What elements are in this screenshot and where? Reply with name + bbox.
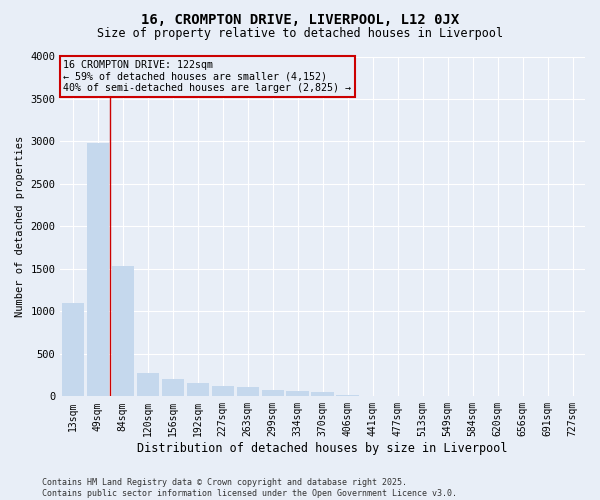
Text: 16, CROMPTON DRIVE, LIVERPOOL, L12 0JX: 16, CROMPTON DRIVE, LIVERPOOL, L12 0JX <box>141 12 459 26</box>
Bar <box>62 303 84 396</box>
Y-axis label: Number of detached properties: Number of detached properties <box>15 136 25 317</box>
Bar <box>262 390 284 396</box>
Bar <box>112 266 134 396</box>
X-axis label: Distribution of detached houses by size in Liverpool: Distribution of detached houses by size … <box>137 442 508 455</box>
Text: Size of property relative to detached houses in Liverpool: Size of property relative to detached ho… <box>97 28 503 40</box>
Bar <box>86 143 109 397</box>
Bar <box>187 382 209 396</box>
Bar <box>212 386 234 396</box>
Bar <box>161 380 184 396</box>
Bar <box>286 391 309 396</box>
Bar <box>311 392 334 396</box>
Bar <box>137 374 159 396</box>
Bar <box>236 387 259 396</box>
Text: 16 CROMPTON DRIVE: 122sqm
← 59% of detached houses are smaller (4,152)
40% of se: 16 CROMPTON DRIVE: 122sqm ← 59% of detac… <box>63 60 351 93</box>
Text: Contains HM Land Registry data © Crown copyright and database right 2025.
Contai: Contains HM Land Registry data © Crown c… <box>42 478 457 498</box>
